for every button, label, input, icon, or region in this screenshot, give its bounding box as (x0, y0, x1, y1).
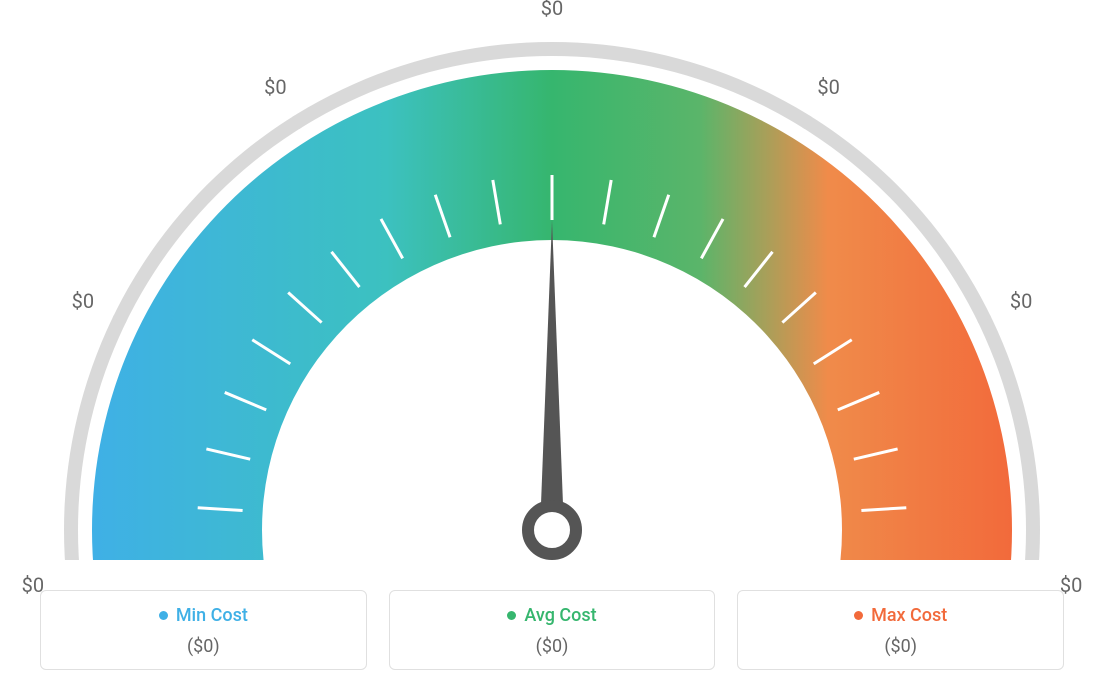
legend-value-min: ($0) (51, 636, 356, 657)
gauge-svg (0, 0, 1104, 560)
legend-card-avg: Avg Cost ($0) (389, 590, 716, 670)
legend-dot-max (854, 611, 863, 620)
gauge-tick-label: $0 (817, 75, 839, 99)
legend-title-min: Min Cost (176, 605, 248, 626)
legend-title-avg: Avg Cost (524, 605, 596, 626)
legend-title-max: Max Cost (871, 605, 947, 626)
legend-value-max: ($0) (748, 636, 1053, 657)
legend-dot-min (159, 611, 168, 620)
legend-value-avg: ($0) (400, 636, 705, 657)
gauge-tick-label: $0 (264, 75, 286, 99)
gauge-chart: $0$0$0$0$0$0$0 (0, 0, 1104, 560)
legend-card-min: Min Cost ($0) (40, 590, 367, 670)
gauge-tick-label: $0 (1010, 289, 1032, 313)
legend-card-max: Max Cost ($0) (737, 590, 1064, 670)
legend-dot-avg (507, 611, 516, 620)
gauge-tick-label: $0 (72, 289, 94, 313)
legend-row: Min Cost ($0) Avg Cost ($0) Max Cost ($0… (40, 590, 1064, 670)
gauge-tick-label: $0 (541, 0, 563, 20)
